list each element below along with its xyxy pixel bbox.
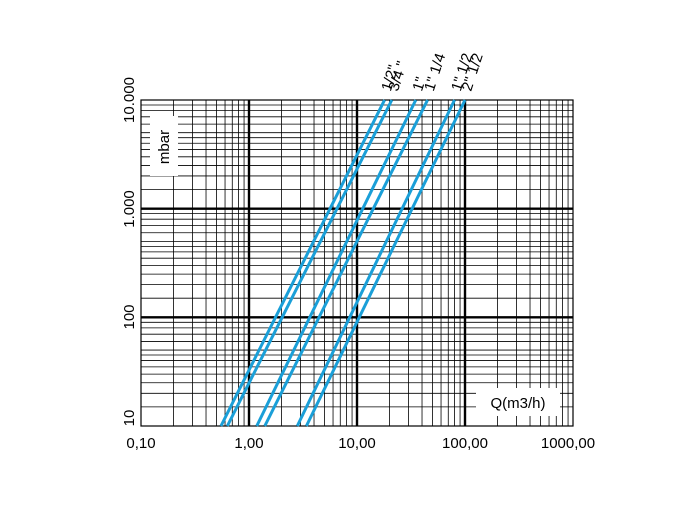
ylabel-box xyxy=(150,116,178,176)
y-tick-label: 100 xyxy=(121,304,138,329)
minor-grid xyxy=(141,100,573,426)
series-line xyxy=(225,99,394,427)
series-line xyxy=(295,99,456,427)
series-label: 1" xyxy=(409,75,429,93)
x-tick-label: 1000,00 xyxy=(541,435,595,452)
xlabel-box xyxy=(476,388,560,416)
series-labels: 1/2"3/4 "1"1" 1/41" 1/22" 1/2 xyxy=(378,51,487,93)
series-line xyxy=(263,99,429,427)
y-tick-label: 10.000 xyxy=(121,77,138,123)
x-tick-label: 1,00 xyxy=(234,435,263,452)
y-tick-label: 1.000 xyxy=(121,190,138,228)
series-lines xyxy=(219,99,467,427)
series-line xyxy=(305,99,467,427)
plot-frame xyxy=(140,99,574,427)
series-label: 1" 1/4 xyxy=(421,51,449,93)
x-tick-label: 10,00 xyxy=(338,435,376,452)
y-axis-title: mbar xyxy=(156,130,173,164)
series-line xyxy=(255,99,418,427)
series-line xyxy=(219,99,386,427)
x-axis-title: Q(m3/h) xyxy=(490,395,545,412)
x-tick-label: 100,00 xyxy=(442,435,488,452)
x-tick-label: 0,10 xyxy=(126,435,155,452)
y-tick-label: 10 xyxy=(121,410,138,427)
